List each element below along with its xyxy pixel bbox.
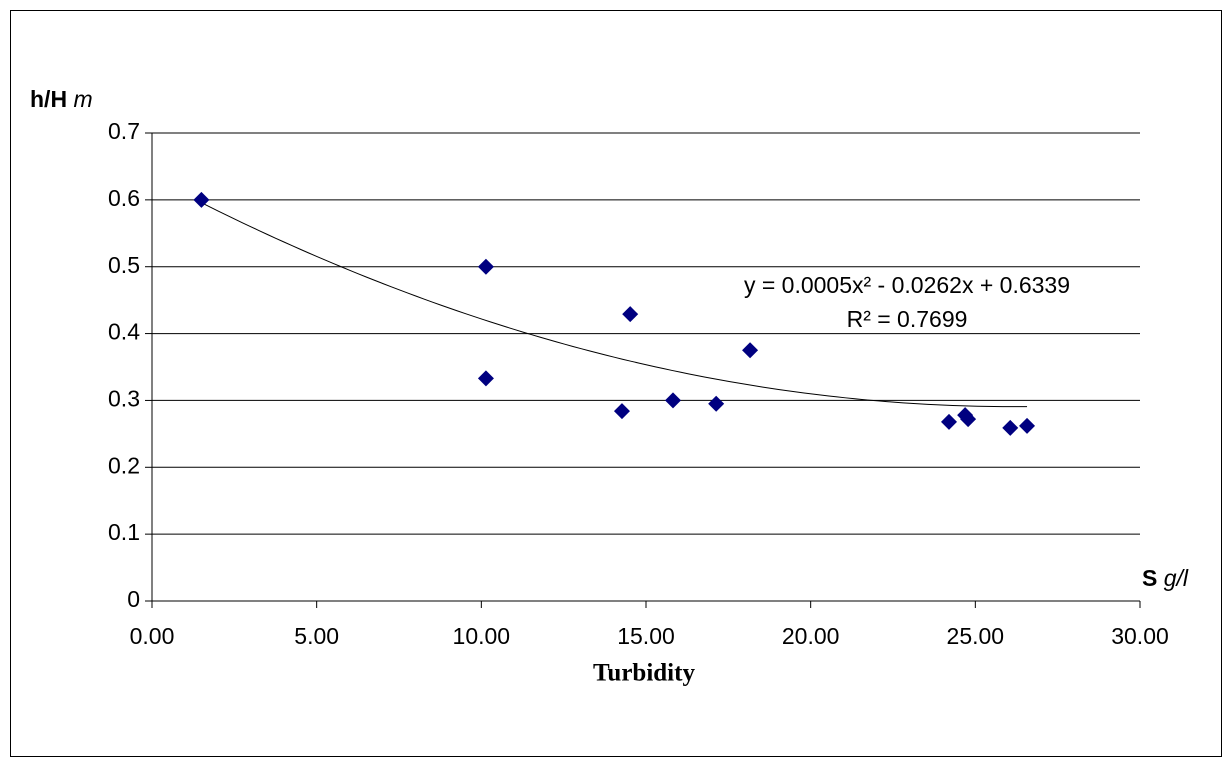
y-unit: m	[73, 86, 92, 112]
data-point	[1019, 417, 1036, 434]
x-tick-label: 0.00	[130, 623, 175, 649]
y-tick-label: 0.3	[108, 386, 140, 412]
data-point	[477, 258, 494, 275]
data-point	[960, 411, 977, 428]
y-tick-label: 0.6	[108, 185, 140, 211]
chart-frame	[10, 10, 1222, 757]
y-tick-label: 0.2	[108, 452, 140, 478]
x-tick-label: 25.00	[947, 623, 1005, 649]
data-point	[940, 413, 957, 430]
x-tick-label: 10.00	[453, 623, 511, 649]
data-point	[1002, 419, 1019, 436]
x-title: Turbidity	[593, 660, 695, 687]
data-point	[622, 306, 639, 323]
x-tick-label: 30.00	[1111, 623, 1169, 649]
data-point	[708, 395, 725, 412]
data-point	[665, 392, 682, 409]
y-axis-label: h/H m	[30, 86, 93, 112]
data-point	[193, 191, 210, 208]
y-tick-label: 0.4	[108, 319, 140, 345]
y-tick-label: 0.1	[108, 519, 140, 545]
trendline-r-squared: R² = 0.7699	[847, 306, 968, 332]
y-tick-label: 0.5	[108, 252, 140, 278]
trendline-equation: y = 0.0005x² - 0.0262x + 0.6339	[744, 272, 1070, 298]
data-point	[477, 370, 494, 387]
x-tick-label: 5.00	[294, 623, 339, 649]
trendline	[201, 202, 1028, 408]
data-point	[613, 403, 630, 420]
y-tick-label: 0.7	[108, 118, 140, 144]
x-label: S	[1142, 565, 1157, 591]
x-axis-label: S g/l	[1142, 565, 1189, 591]
data-point	[742, 342, 759, 359]
y-tick-label: 0	[127, 586, 140, 612]
y-label: h/H	[30, 86, 67, 112]
x-tick-label: 20.00	[782, 623, 840, 649]
x-unit: g/l	[1164, 565, 1189, 591]
x-tick-label: 15.00	[617, 623, 675, 649]
